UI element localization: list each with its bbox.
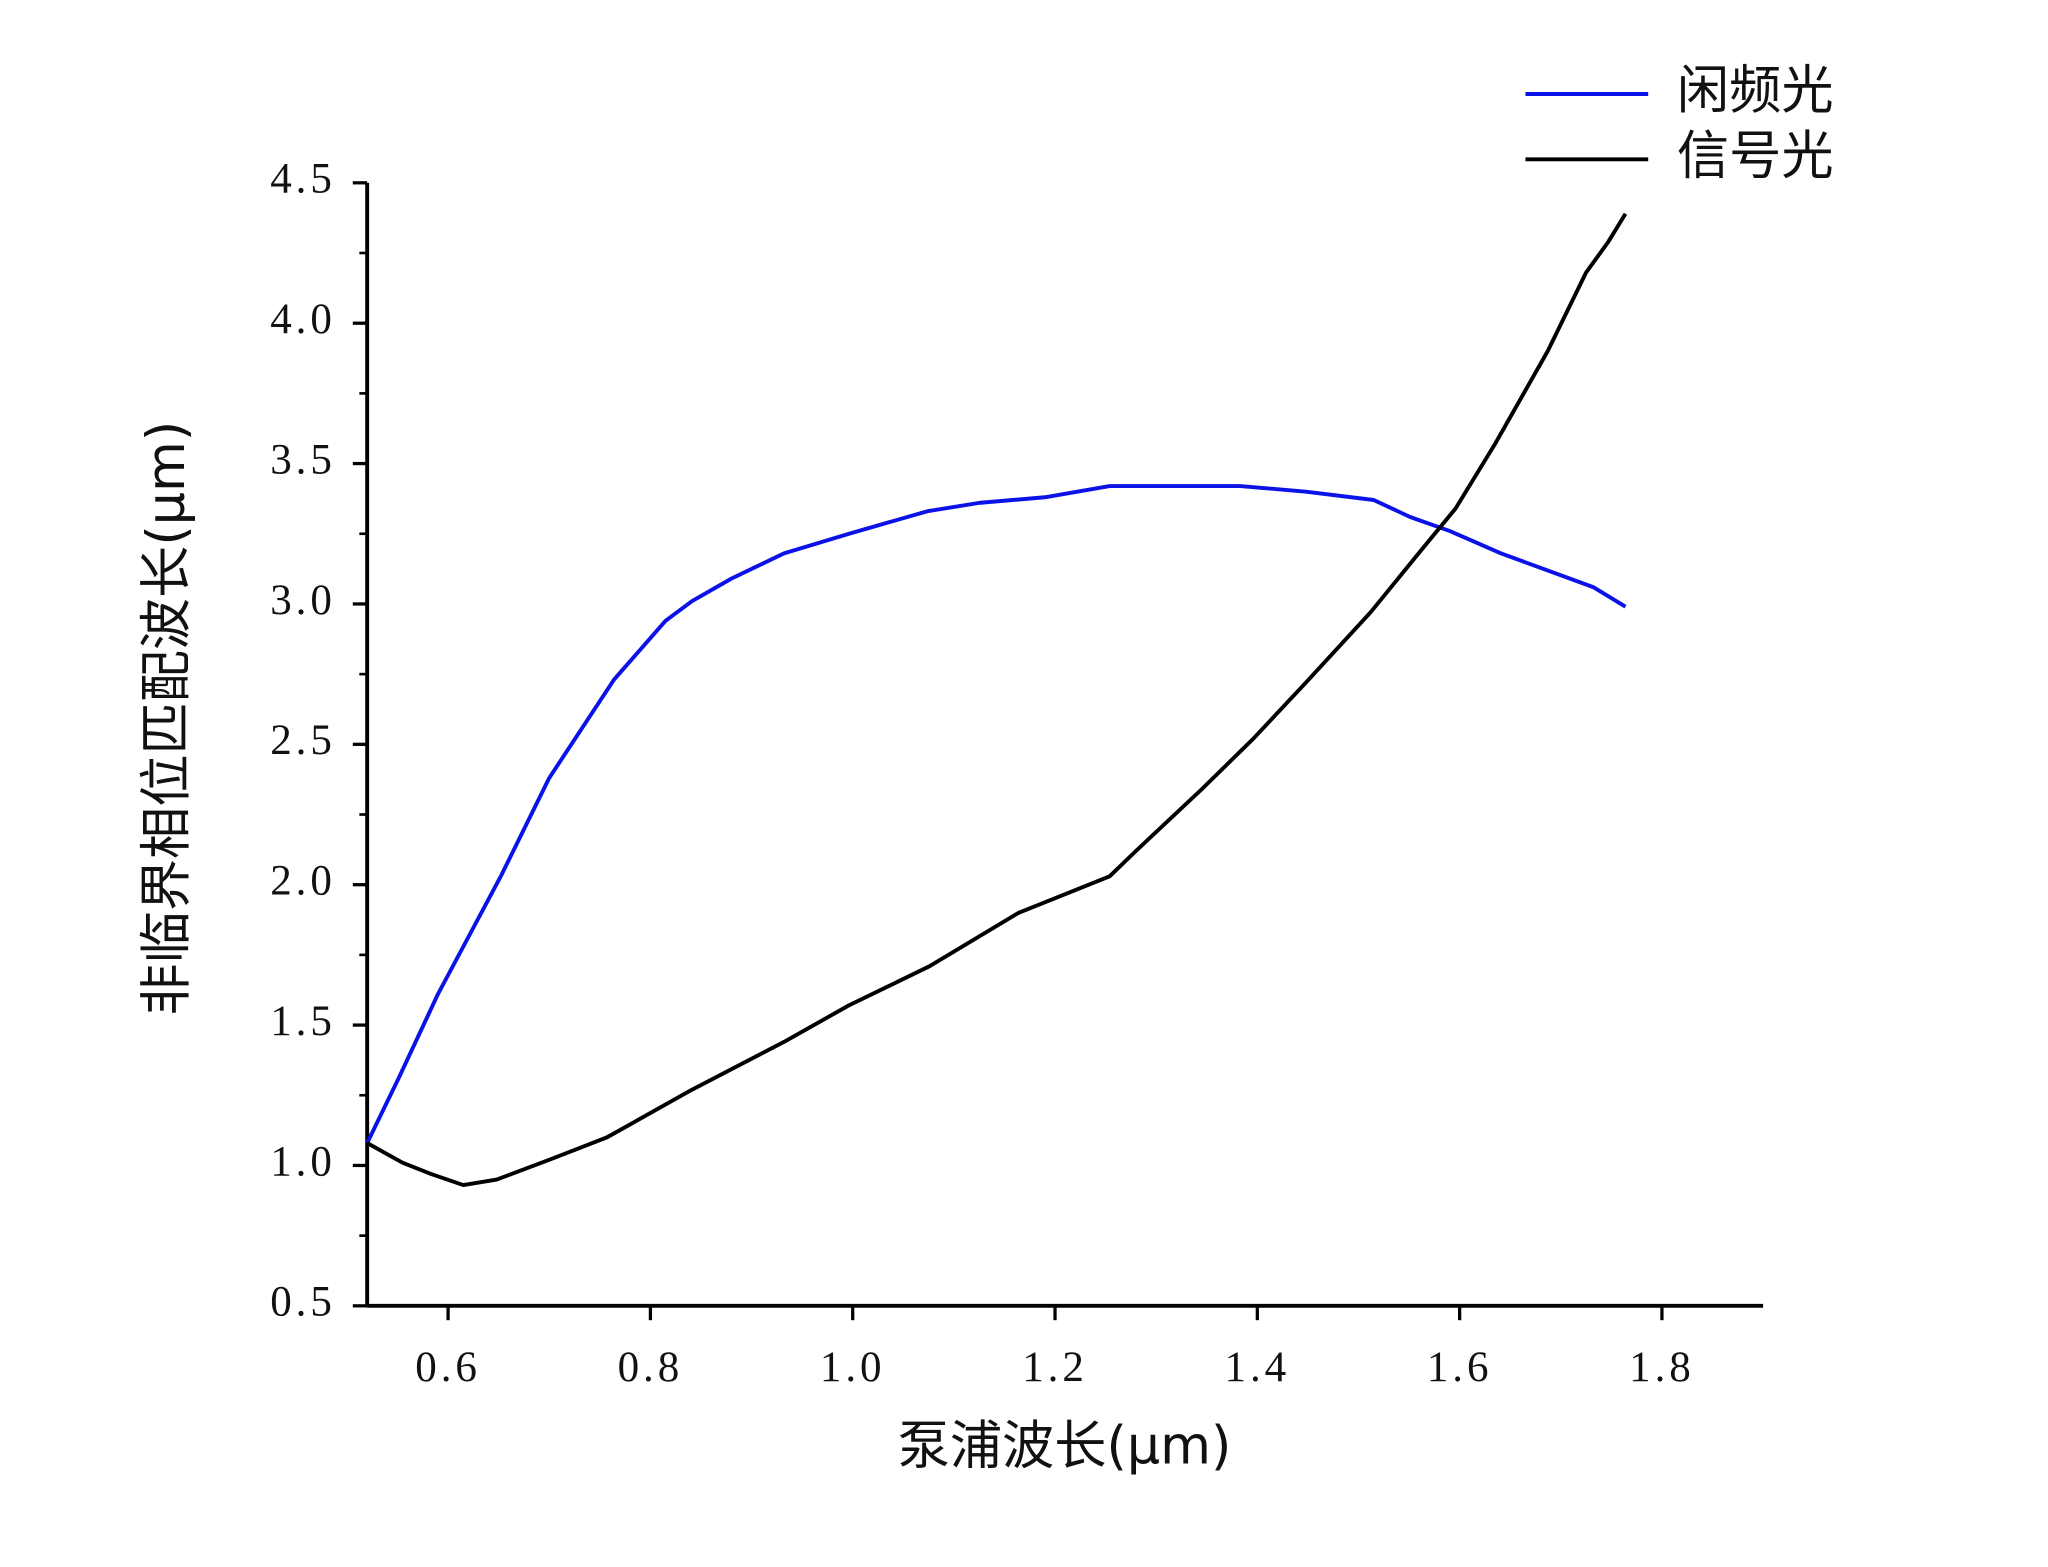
y-tick-label: 4.5 [270, 156, 336, 203]
x-axis-label: 泵浦波长(μm) [898, 1416, 1232, 1476]
x-tick-label: 1.4 [1225, 1344, 1291, 1391]
x-tick-label: 0.6 [415, 1344, 481, 1391]
legend-label: 闲频光 [1677, 61, 1834, 121]
y-tick-label: 2.5 [270, 717, 336, 764]
x-tick-label: 1.8 [1629, 1344, 1695, 1391]
y-tick-label: 1.0 [270, 1138, 336, 1185]
x-tick-label: 0.8 [618, 1344, 684, 1391]
x-tick-label: 1.2 [1022, 1344, 1088, 1391]
y-tick-label: 3.0 [270, 577, 336, 624]
y-axis-label: 非临界相位匹配波长(μm) [137, 421, 197, 1016]
series-line [365, 484, 1627, 1144]
series-line [366, 212, 1628, 1188]
x-tick-label: 1.0 [820, 1344, 886, 1391]
y-tick-label: 0.5 [270, 1279, 336, 1326]
x-tick-label: 1.6 [1427, 1344, 1493, 1391]
y-tick-label: 2.0 [270, 858, 336, 905]
y-tick-label: 1.5 [270, 998, 336, 1045]
y-tick-label: 4.0 [270, 296, 336, 343]
legend-label: 信号光 [1677, 126, 1834, 186]
y-tick-label: 3.5 [270, 436, 336, 483]
